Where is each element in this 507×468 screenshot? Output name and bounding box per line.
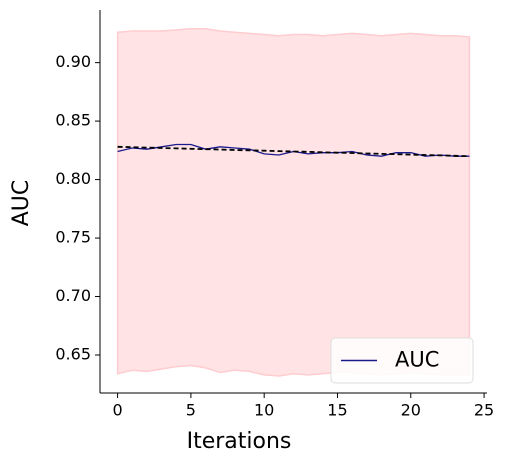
x-tick-label: 5 (186, 401, 196, 420)
y-tick-label: 0.70 (55, 286, 91, 305)
x-tick-label: 10 (254, 401, 274, 420)
series-line (117, 143, 470, 157)
trend-line (117, 145, 470, 158)
legend-box (330, 337, 474, 384)
x-tick-label: 25 (474, 401, 494, 420)
x-axis-label: Iterations (187, 429, 292, 454)
y-tick-label: 0.65 (55, 344, 91, 363)
legend: AUC (330, 337, 474, 384)
band (116, 27, 471, 377)
x-tick-label: 15 (327, 401, 347, 420)
y-tick-label: 0.90 (55, 52, 91, 71)
y-tick-label: 0.75 (55, 228, 91, 247)
y-tick-label: 0.85 (55, 111, 91, 130)
y-tick-label: 0.80 (55, 169, 91, 188)
x-tick-label: 0 (112, 401, 122, 420)
x-tick-label: 20 (401, 401, 421, 420)
y-axis-label: AUC (9, 180, 34, 227)
legend-label: AUC (395, 348, 439, 372)
